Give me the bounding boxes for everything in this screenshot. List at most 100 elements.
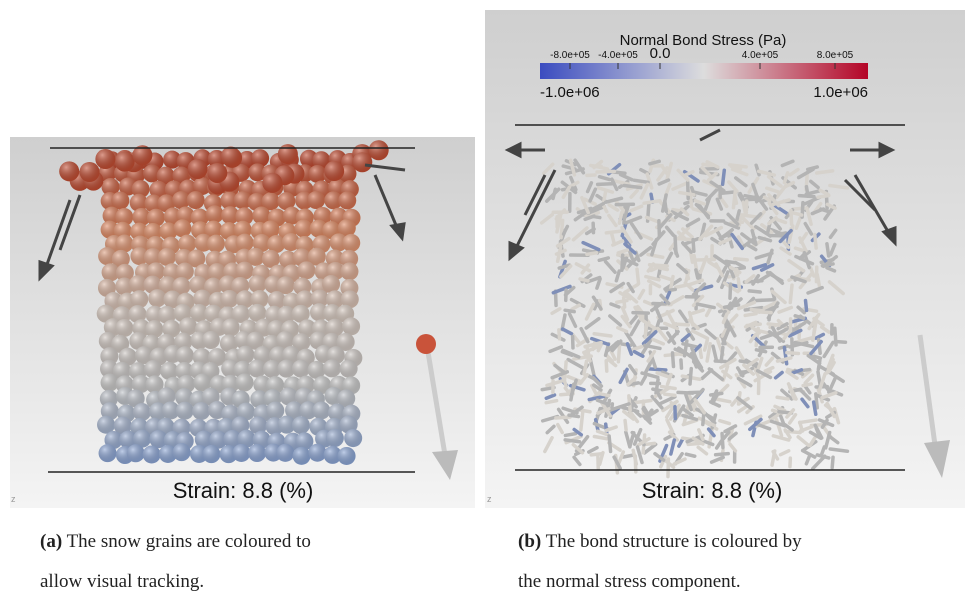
bond [633,313,648,314]
bond [672,353,673,367]
grain-shade [207,163,227,183]
grain-shade [99,444,117,462]
grain-shade [232,444,250,462]
bond [742,215,757,217]
grain-shade [95,149,115,169]
strain-label: Strain: 8.8 (%) [173,478,314,503]
grain-shade [338,447,356,465]
bond [716,454,729,455]
bond [795,316,803,318]
grain-shade [292,416,310,434]
bond [594,437,607,439]
bond [725,305,739,307]
bond [732,166,741,168]
grain-shade [202,331,220,349]
page: {"panel_a": {"axis_marker": "z", "strain… [0,0,971,598]
bond [553,189,555,198]
bond [650,161,659,163]
bond [591,454,602,455]
grain-shade [133,403,151,421]
grain-shade [188,159,208,179]
bond [790,285,792,302]
grain-shade [97,416,115,434]
caption-b: (b) The bond structure is coloured by th… [518,522,802,602]
grain-shade [342,234,360,252]
bond [618,346,619,362]
bond [690,369,691,384]
bond [756,300,773,301]
bond [703,413,704,424]
bond [546,401,556,403]
bond [806,187,808,196]
bond [634,401,651,403]
bond [624,455,633,457]
grain-shade [307,191,325,209]
bond [581,413,583,430]
bond [721,347,723,361]
grain-shade [277,276,295,294]
grain-shade [206,205,224,223]
bond [625,421,626,430]
bond [594,334,611,336]
bond [675,236,676,253]
grain-shade [308,444,326,462]
bond [735,259,747,260]
grain-shade [207,235,225,253]
bond [656,267,667,269]
bond [722,433,723,447]
grain-shade [369,140,389,160]
bond [676,285,685,287]
bond [635,180,649,182]
bond [817,275,819,286]
bond [619,212,621,223]
grain-shade [173,219,191,237]
grain-shade [220,290,238,308]
bond [749,291,760,292]
bond [559,330,560,339]
grain-shade [236,346,254,364]
grain-shade [187,191,205,209]
grain-shade [236,373,254,391]
grain-shade [278,144,298,164]
bond [738,279,739,290]
bond [598,184,613,185]
bond [686,454,694,456]
bond [822,264,833,266]
gravity-ball [416,334,436,354]
bond [730,284,731,298]
caption-label: (a) [40,531,62,552]
bond [645,324,647,337]
bond [665,394,675,395]
bond [777,397,788,399]
bond [723,170,725,184]
strain-label: Strain: 8.8 (%) [642,478,783,503]
grain-shade [115,152,135,172]
bond [637,269,639,283]
bond [599,258,608,260]
grain-shade [143,445,161,463]
colorbar-title: Normal Bond Stress (Pa) [620,32,787,49]
caption-a: (a) The snow grains are coloured to allo… [40,522,311,602]
grain-shade [176,346,194,364]
grain-shade [297,261,315,279]
bond [606,361,607,371]
grain-shade [340,360,358,378]
bond [681,360,682,368]
bond [733,191,735,208]
colorbar-tick-label: 8.0e+05 [817,50,854,61]
grain-shade [248,444,266,462]
bond [747,324,760,325]
grain-shade [312,401,330,419]
bond [666,289,675,291]
grain-shade [342,317,360,335]
bond [624,186,641,188]
caption-text: The bond structure is coloured by [546,531,802,552]
bond [800,420,816,423]
bond [803,384,811,386]
grain-shade [158,248,176,266]
grain-shade [326,429,344,447]
bond [818,360,819,369]
bond [817,171,833,173]
grain-shade [115,319,133,337]
colorbar-max: 1.0e+06 [813,84,868,101]
